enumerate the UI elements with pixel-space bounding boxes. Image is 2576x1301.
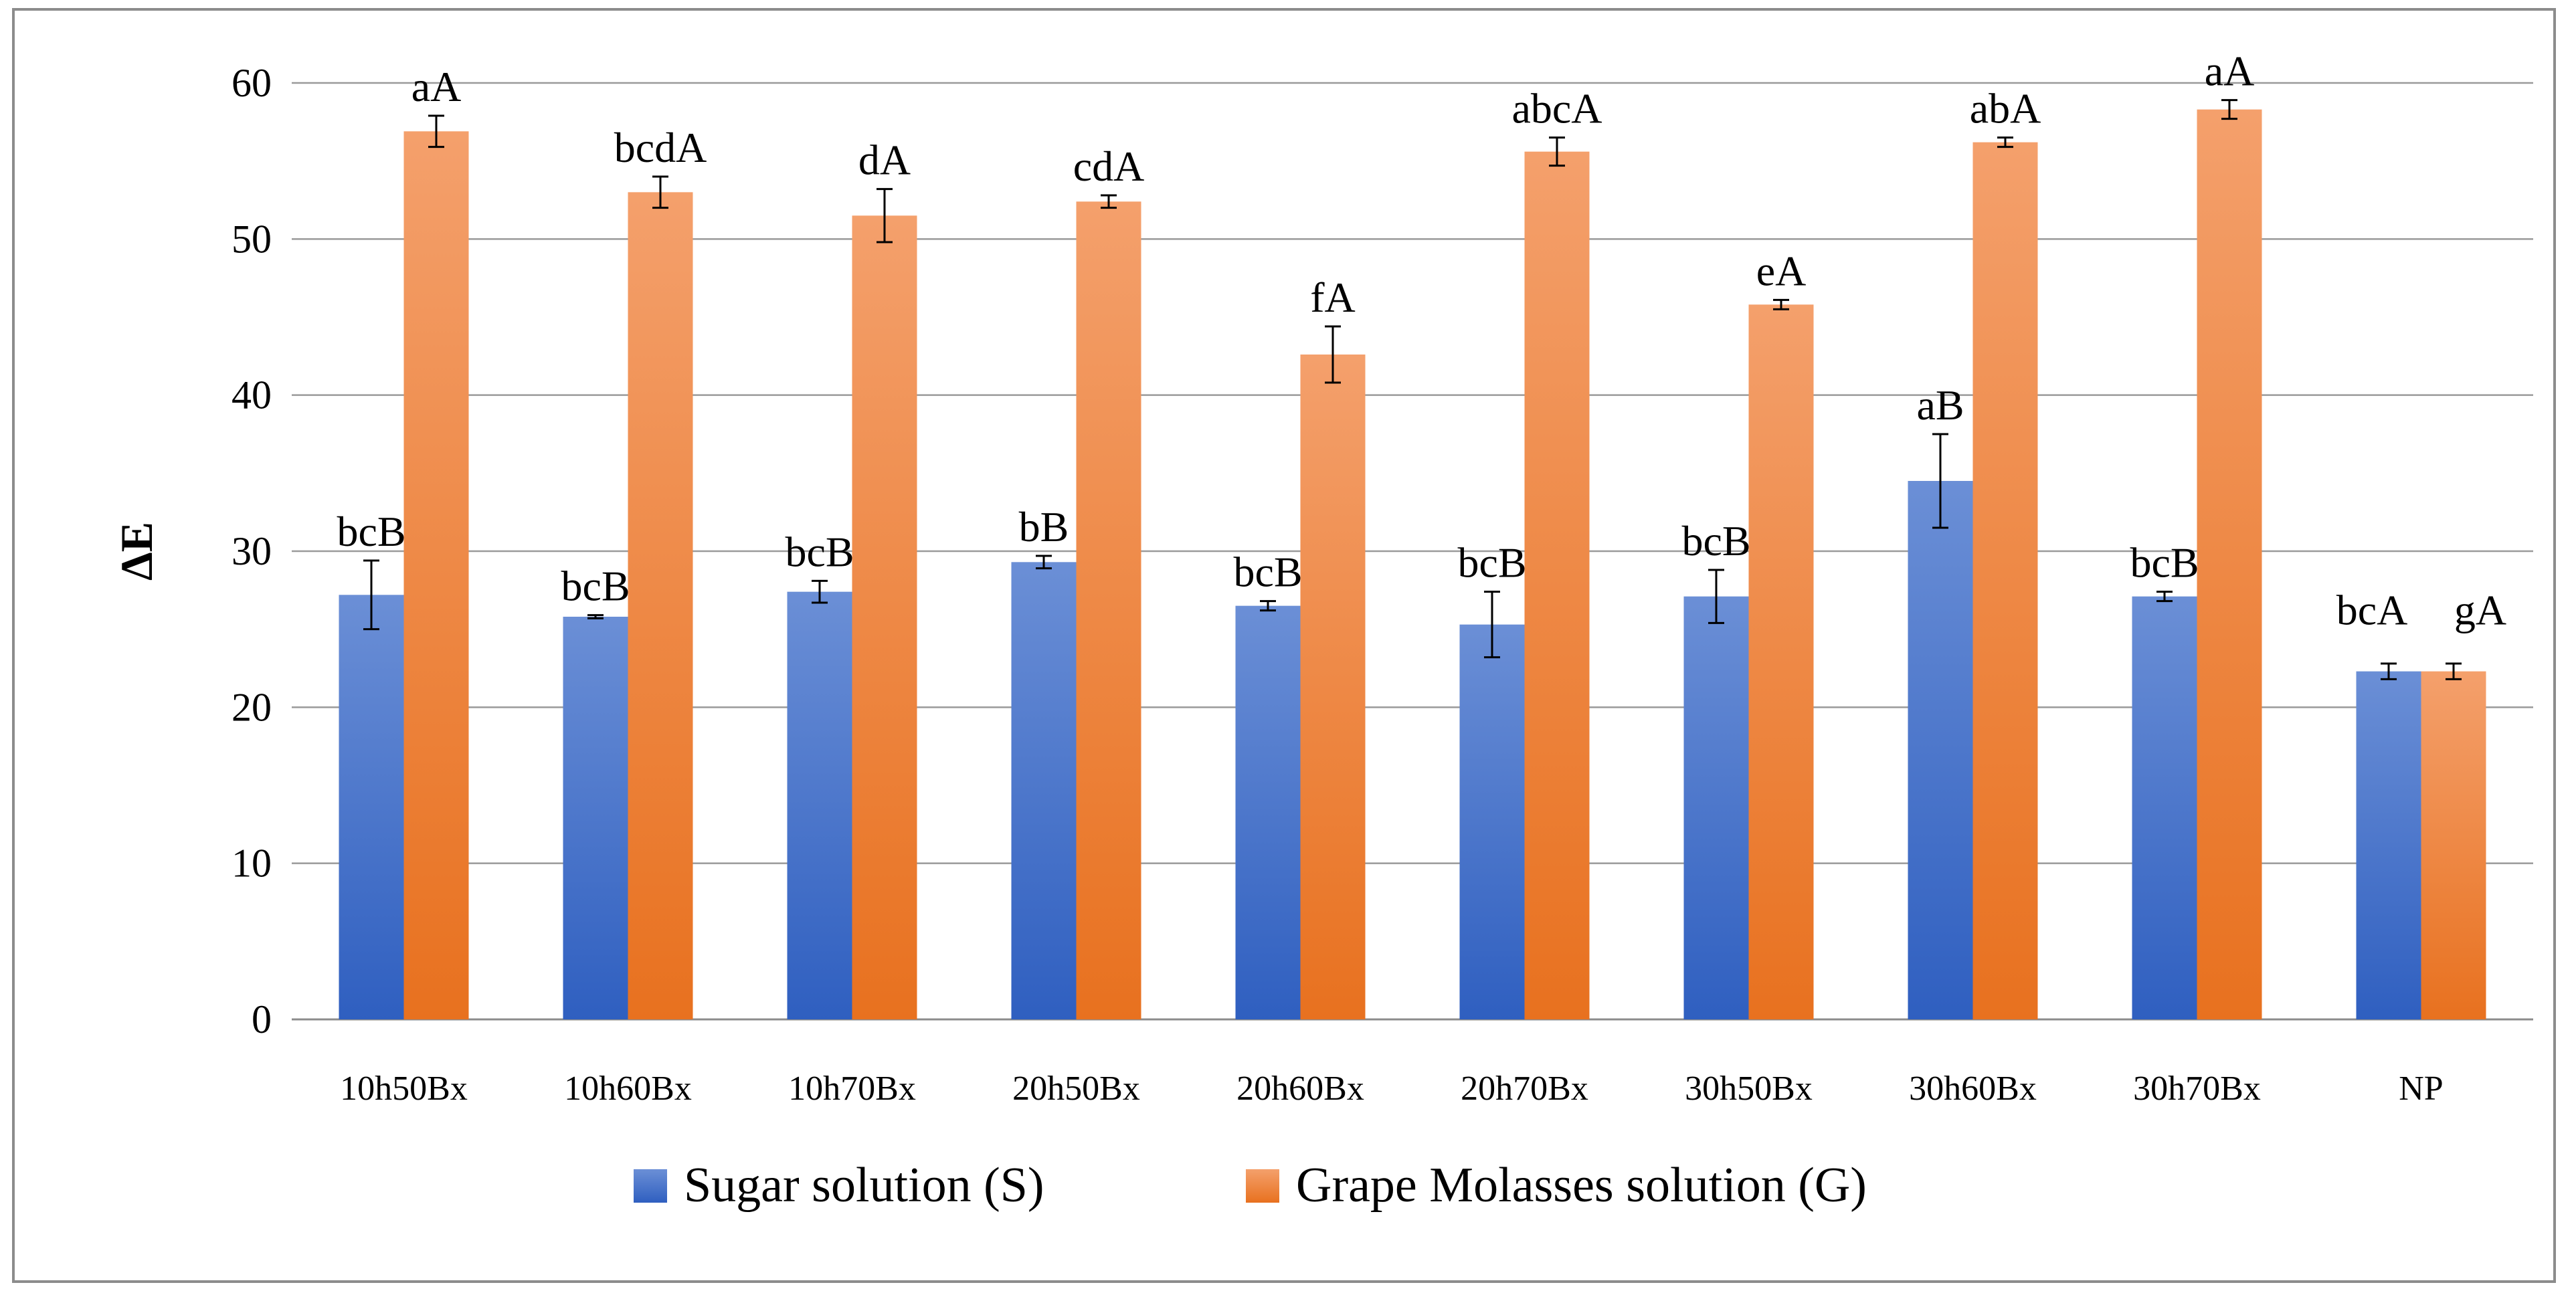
bar-grape-molasses [628,192,693,1019]
bar-grape-molasses [1972,142,2038,1020]
y-axis: 0 10 20 30 40 50 60 [232,61,272,1041]
data-label: bcA [2336,587,2408,634]
bar-grape-molasses [1748,304,1814,1019]
x-tick-label: 30h50Bx [1685,1070,1813,1108]
y-axis-label: ΔE [111,522,162,581]
bar-grape-molasses [852,215,917,1019]
data-label: aB [1916,381,1964,429]
data-label: gA [2454,587,2506,634]
x-tick-label: 20h50Bx [1012,1070,1140,1108]
data-label: abA [1970,85,2041,132]
x-tick-label: 10h50Bx [340,1070,468,1108]
data-label: aA [411,63,462,110]
data-label: bcB [2130,539,2199,587]
data-label: bcB [785,528,854,575]
x-tick-label: NP [2399,1070,2443,1108]
x-tick-label: 30h60Bx [1909,1070,2037,1108]
x-tick-label: 20h60Bx [1236,1070,1364,1108]
chart-frame: 0 10 20 30 40 50 60 bcB aA bcB bcdA bcB dA bB cdA bcB f… [12,8,2556,1283]
data-label: fA [1310,274,1356,321]
bar-sugar [563,617,628,1019]
bar-grape-molasses [1300,355,1366,1019]
x-tick-label: 30h70Bx [2133,1070,2261,1108]
y-tick-label: 10 [232,841,272,886]
bars [339,109,2486,1020]
bar-grape-molasses [2421,671,2486,1019]
bar-sugar [1908,481,1973,1019]
y-tick-label: 30 [232,529,272,573]
bar-sugar [1459,624,1525,1019]
significance-labels: bcB aA bcB bcdA bcB dA bB cdA bcB fA bcB abcA bcB eA a… [337,47,2506,634]
data-label: bcB [561,563,630,610]
data-label: bcB [337,508,405,555]
bar-sugar [2356,671,2421,1019]
data-label: aA [2205,47,2255,95]
bar-grape-molasses [1524,151,1590,1020]
bar-sugar [1235,605,1301,1019]
legend-label-grape-molasses: Grape Molasses solution (G) [1296,1158,1867,1213]
data-label: eA [1756,247,1807,294]
y-tick-label: 0 [252,997,272,1041]
data-label: cdA [1073,142,1145,190]
data-label: abcA [1511,85,1602,132]
legend: Sugar solution (S) Grape Molasses solutio… [634,1158,1867,1213]
y-tick-label: 20 [232,685,272,729]
bar-sugar [339,595,404,1019]
data-label: bcB [1233,548,1302,596]
legend-swatch-sugar [634,1169,667,1203]
x-axis-category-labels: 10h50Bx 10h60Bx 10h70Bx 20h50Bx 20h60Bx 20h70… [340,1070,2444,1108]
bar-grape-molasses [1076,201,1141,1019]
error-bars [363,99,2462,680]
legend-swatch-grape-molasses [1246,1169,1279,1203]
legend-label-sugar: Sugar solution (S) [684,1158,1044,1213]
x-tick-label: 10h70Bx [788,1070,916,1108]
bar-chart: 0 10 20 30 40 50 60 bcB aA bcB bcdA bcB dA bB cdA bcB f… [111,47,2533,1213]
bar-sugar [1683,596,1749,1019]
data-label: bB [1019,503,1069,551]
y-tick-label: 50 [232,217,272,261]
bar-sugar [1011,562,1077,1019]
data-label: bcB [1457,539,1526,587]
x-tick-label: 20h70Bx [1461,1070,1588,1108]
data-label: dA [858,136,911,184]
bar-grape-molasses [403,131,469,1019]
bar-sugar [2132,596,2197,1019]
y-tick-label: 40 [232,373,272,417]
y-tick-label: 60 [232,61,272,105]
x-tick-label: 10h60Bx [564,1070,692,1108]
data-label: bcdA [614,124,707,171]
bar-grape-molasses [2197,109,2262,1020]
bar-sugar [787,591,852,1019]
data-label: bcB [1681,517,1750,565]
